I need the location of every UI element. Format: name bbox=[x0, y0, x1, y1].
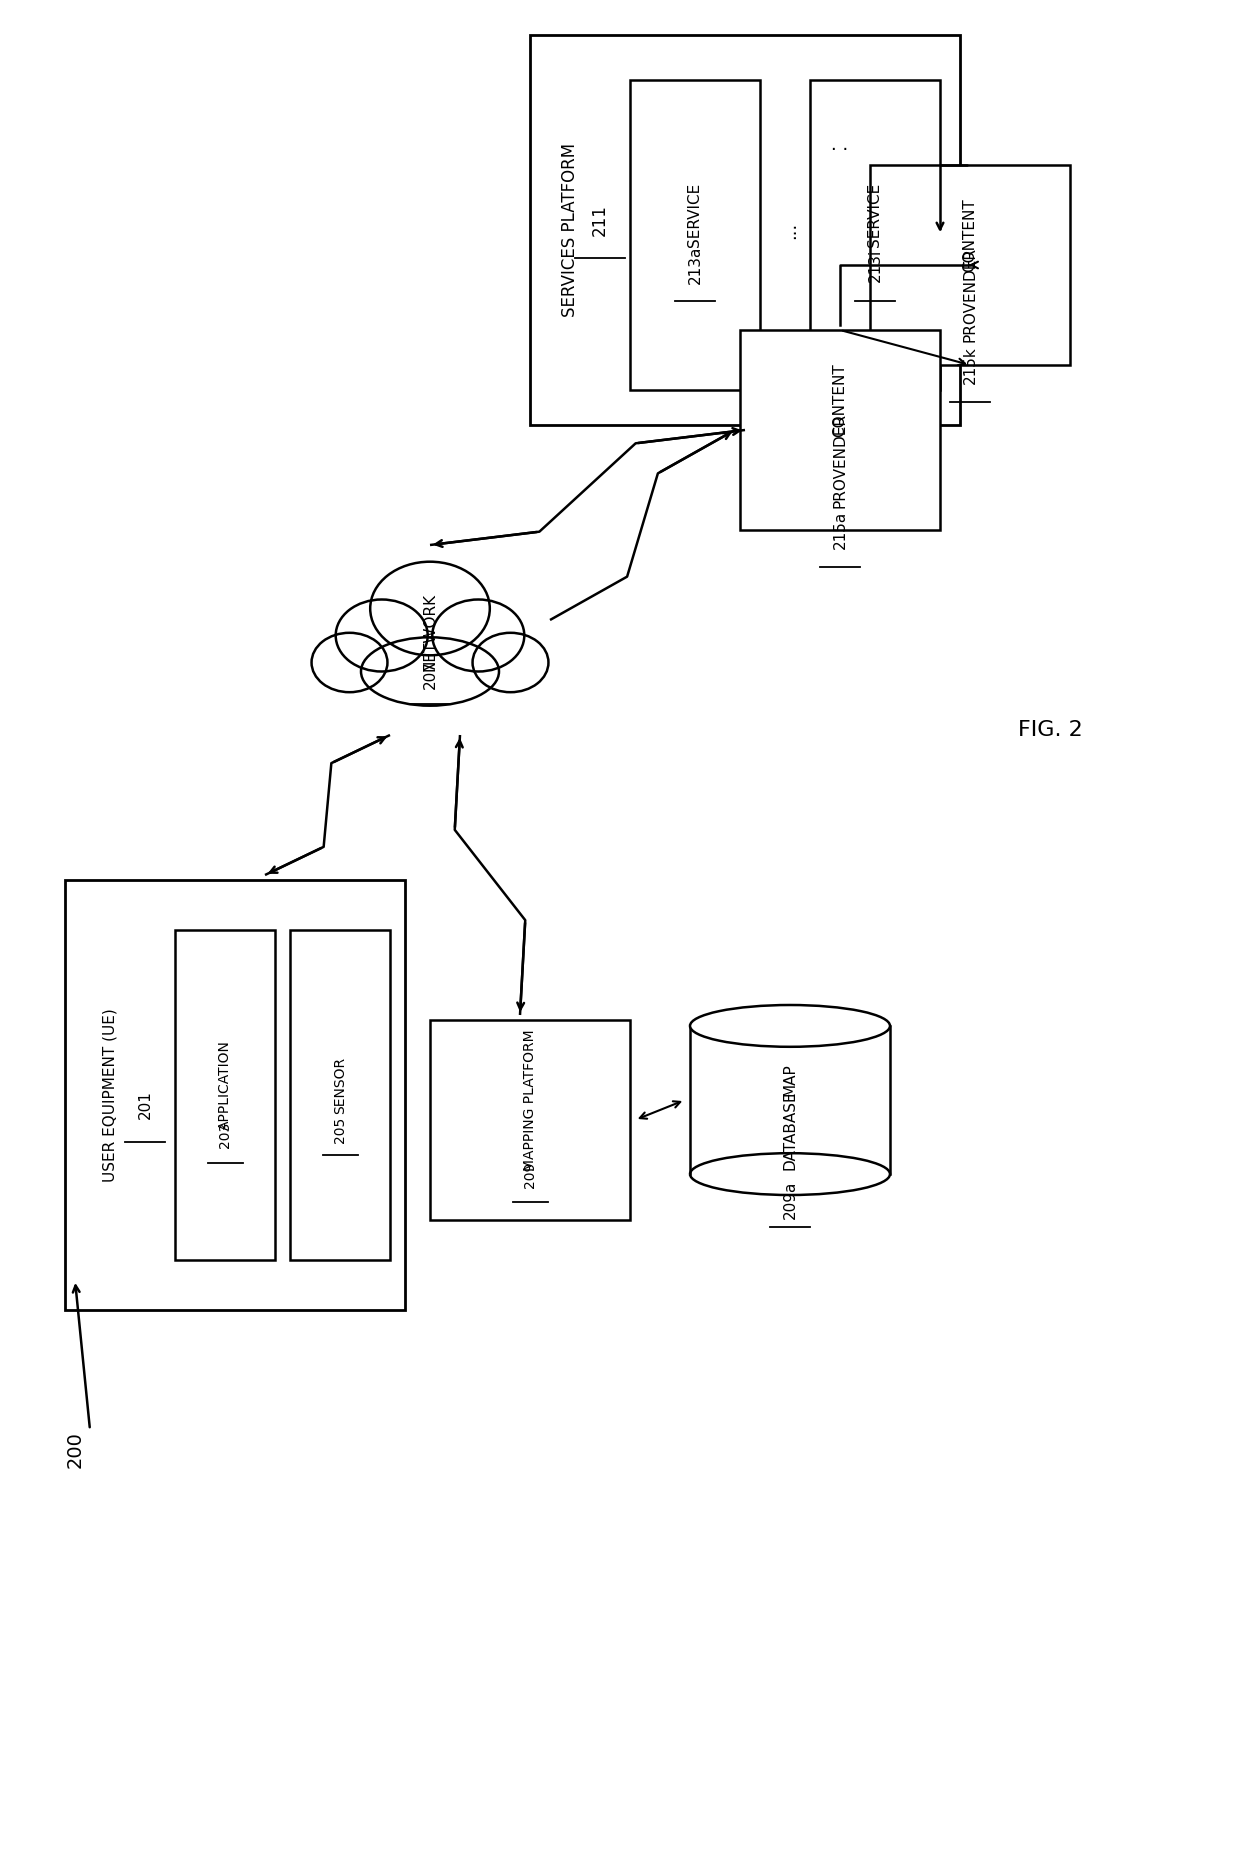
Text: DATABASE: DATABASE bbox=[782, 1091, 797, 1170]
Text: SERVICE: SERVICE bbox=[687, 183, 703, 246]
Text: 207: 207 bbox=[423, 661, 438, 689]
Text: CONTENT: CONTENT bbox=[832, 363, 847, 437]
Text: 205: 205 bbox=[334, 1117, 347, 1143]
Bar bbox=[290, 930, 391, 1259]
Text: PROVENDER: PROVENDER bbox=[832, 413, 847, 507]
Text: . .: . . bbox=[831, 135, 848, 154]
Text: 213i: 213i bbox=[868, 248, 883, 282]
Text: CONTENT: CONTENT bbox=[962, 198, 977, 272]
Text: 203: 203 bbox=[218, 1122, 232, 1148]
Text: 200: 200 bbox=[66, 1432, 84, 1469]
Bar bbox=[529, 35, 960, 424]
Text: MAPPING PLATFORM: MAPPING PLATFORM bbox=[523, 1030, 537, 1170]
Bar bbox=[810, 80, 940, 391]
Text: 209a: 209a bbox=[782, 1182, 797, 1219]
Ellipse shape bbox=[472, 633, 548, 693]
Bar bbox=[64, 880, 405, 1309]
Text: 209: 209 bbox=[523, 1161, 537, 1189]
Ellipse shape bbox=[689, 1006, 890, 1046]
Ellipse shape bbox=[371, 561, 490, 656]
Text: MAP: MAP bbox=[782, 1063, 797, 1096]
Text: 215a: 215a bbox=[832, 511, 847, 550]
Text: SENSOR: SENSOR bbox=[334, 1056, 347, 1113]
Text: 213a: 213a bbox=[687, 246, 703, 283]
Text: USER EQUIPMENT (UE): USER EQUIPMENT (UE) bbox=[103, 1007, 118, 1182]
Text: ...: ... bbox=[781, 222, 799, 239]
Text: PROVENDER: PROVENDER bbox=[962, 248, 977, 343]
Text: SERVICES PLATFORM: SERVICES PLATFORM bbox=[560, 143, 579, 317]
Bar bbox=[630, 80, 760, 391]
Text: 201: 201 bbox=[138, 1091, 153, 1119]
Ellipse shape bbox=[311, 633, 387, 693]
Text: FIG. 2: FIG. 2 bbox=[1018, 720, 1083, 741]
Bar bbox=[689, 1026, 890, 1174]
Text: 211: 211 bbox=[591, 204, 609, 235]
Text: SERVICE: SERVICE bbox=[868, 183, 883, 246]
Ellipse shape bbox=[336, 600, 428, 672]
Ellipse shape bbox=[433, 600, 525, 672]
Bar bbox=[740, 330, 940, 530]
Ellipse shape bbox=[361, 637, 498, 706]
Text: NETWORK: NETWORK bbox=[423, 593, 438, 670]
Bar bbox=[175, 930, 275, 1259]
Bar bbox=[870, 165, 1070, 365]
Text: 215k: 215k bbox=[962, 346, 977, 383]
Text: APPLICATION: APPLICATION bbox=[218, 1041, 232, 1130]
Bar bbox=[430, 1020, 630, 1220]
